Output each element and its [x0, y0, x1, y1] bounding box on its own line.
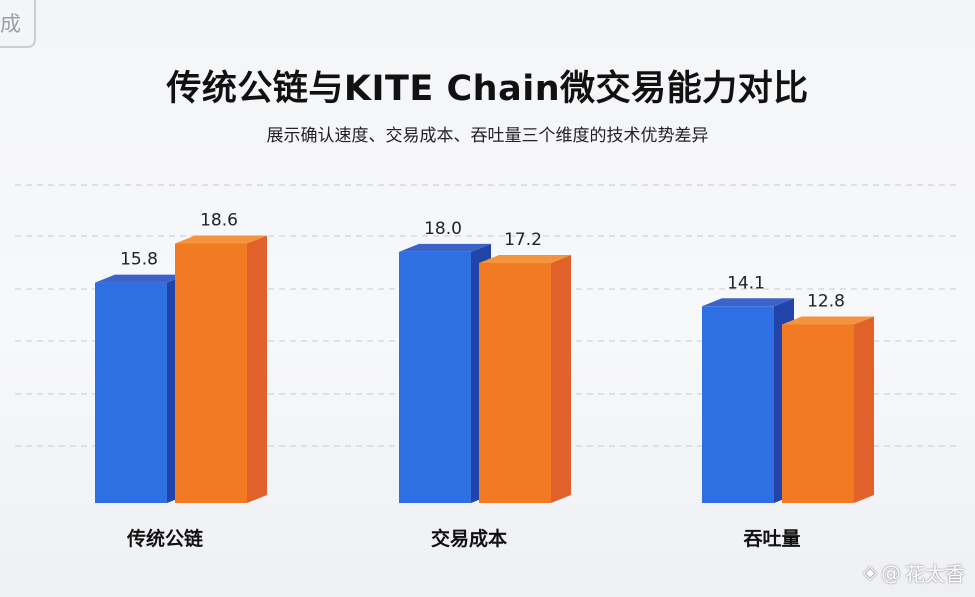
bar-0-1 [399, 251, 471, 503]
diamond-logo-icon: ◈ [863, 562, 877, 583]
bar-top-0-1 [399, 243, 491, 252]
bar-side-1-2 [854, 316, 874, 503]
bar-side-1-1 [551, 255, 571, 503]
bar-top-0-2 [702, 298, 794, 307]
bar-1-1 [479, 263, 551, 503]
category-label-1: 交易成本 [431, 527, 507, 550]
bar-top-1-1 [479, 255, 571, 264]
bar-top-1-2 [782, 316, 874, 325]
data-label-1-2: 12.8 [807, 291, 845, 311]
bar-1-2 [782, 324, 854, 503]
data-label-1-1: 17.2 [504, 230, 542, 250]
data-label-0-0: 15.8 [120, 250, 158, 270]
chart-title: 传统公链与KITE Chain微交易能力对比 [166, 69, 809, 109]
bar-0-2 [702, 306, 774, 503]
data-label-1-0: 18.6 [200, 211, 238, 231]
watermark-name: 花太香 [905, 562, 965, 586]
chart-subtitle: 展示确认速度、交易成本、吞吐量三个维度的技术优势差异 [266, 126, 709, 146]
data-label-0-1: 18.0 [424, 219, 462, 239]
bar-side-1-0 [247, 235, 267, 503]
bar-top-0-0 [95, 274, 187, 283]
data-label-0-2: 14.1 [727, 273, 765, 293]
corner-badge: 成 [0, 0, 36, 48]
category-label-0: 传统公链 [126, 527, 203, 550]
corner-badge-text: 成 [0, 12, 21, 36]
watermark-at: @ [881, 560, 901, 585]
bar-0-0 [95, 282, 167, 503]
category-label-2: 吞吐量 [743, 528, 800, 550]
bar-1-0 [175, 243, 247, 503]
bar-top-1-0 [175, 235, 267, 244]
watermark: ◈ @ 花太香 [863, 558, 965, 587]
